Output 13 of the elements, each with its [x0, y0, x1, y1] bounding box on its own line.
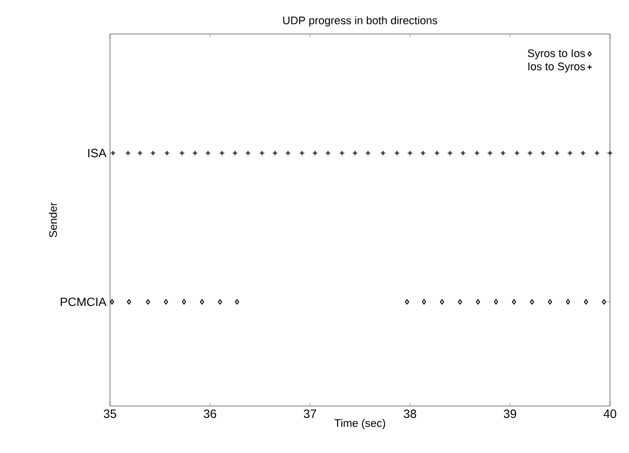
- chart-title: UDP progress in both directions: [283, 16, 438, 26]
- legend-label: Ios to Syros: [528, 62, 585, 72]
- x-tick-label: 36: [204, 410, 216, 418]
- y-tick-label: PCMCIA: [60, 298, 106, 306]
- y-tick-label: ISA: [88, 148, 106, 158]
- x-axis-title: Time (sec): [334, 418, 386, 430]
- x-tick-label: 35: [104, 410, 116, 418]
- legend-label: Syros to Ios: [528, 49, 585, 60]
- x-tick-label: 39: [504, 410, 516, 418]
- x-tick-label: 37: [304, 410, 316, 418]
- y-axis-title: Sender: [48, 202, 57, 238]
- x-tick-label: 38: [404, 410, 416, 418]
- x-tick-label: 40: [604, 410, 616, 418]
